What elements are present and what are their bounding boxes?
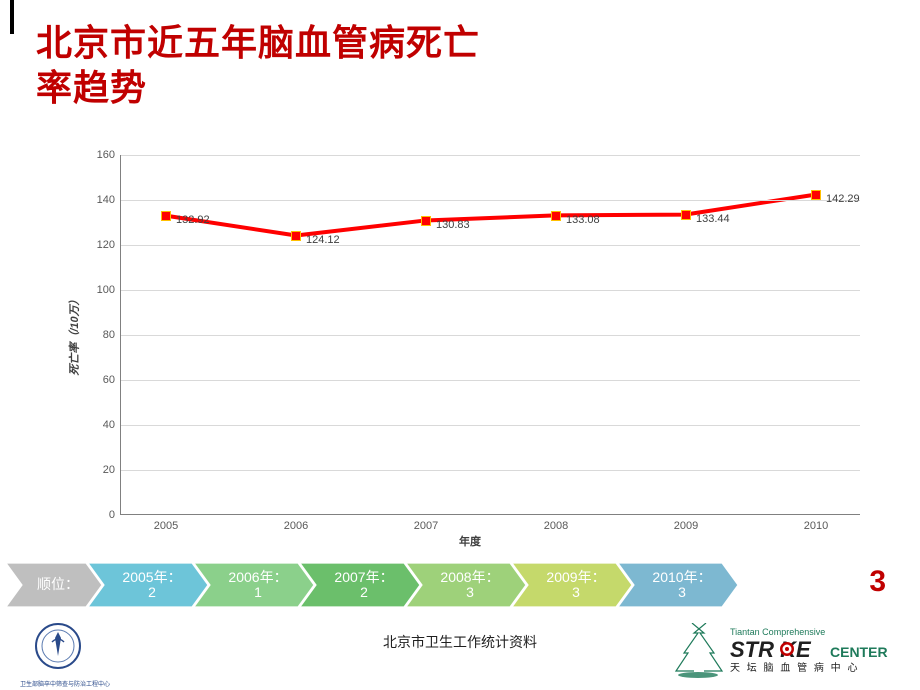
gridline xyxy=(121,425,860,426)
y-tick-label: 60 xyxy=(89,374,115,386)
data-marker xyxy=(551,211,561,221)
y-tick-label: 40 xyxy=(89,419,115,431)
x-tick-label: 2005 xyxy=(154,520,178,532)
gridline xyxy=(121,200,860,201)
title-accent-bar xyxy=(10,0,14,34)
y-axis-label: 死亡率（/10万） xyxy=(66,294,82,375)
logo-line1: Tiantan Comprehensive xyxy=(730,627,825,637)
rank-year-arrow: 2006年： 1 xyxy=(194,563,314,607)
x-tick-label: 2009 xyxy=(674,520,698,532)
data-label: 133.08 xyxy=(566,214,600,226)
data-marker xyxy=(161,211,171,221)
x-tick-label: 2007 xyxy=(414,520,438,532)
y-tick-label: 20 xyxy=(89,464,115,476)
gridline xyxy=(121,380,860,381)
rank-year-arrow: 2007年： 2 xyxy=(300,563,420,607)
rank-year-arrow: 2009年： 3 xyxy=(512,563,632,607)
y-tick-label: 80 xyxy=(89,329,115,341)
logo-line2b: CENTER xyxy=(830,644,888,660)
slide-title: 北京市近五年脑血管病死亡率趋势 xyxy=(36,20,480,110)
data-label: 142.29 xyxy=(826,193,860,205)
data-marker xyxy=(291,231,301,241)
page-number: 3 xyxy=(869,565,886,599)
data-marker xyxy=(811,190,821,200)
y-tick-label: 0 xyxy=(89,509,115,521)
data-label: 132.92 xyxy=(176,214,210,226)
rank-arrow-bar: 顺位：2005年： 22006年： 12007年： 22008年： 32009年… xyxy=(6,562,906,608)
gridline xyxy=(121,245,860,246)
gridline xyxy=(121,155,860,156)
logo-line2: STR KE xyxy=(730,637,812,662)
x-tick-label: 2008 xyxy=(544,520,568,532)
rank-year-arrow: 2005年： 2 xyxy=(88,563,208,607)
rank-year-arrow: 2008年： 3 xyxy=(406,563,526,607)
y-tick-label: 160 xyxy=(89,149,115,161)
right-logo: Tiantan Comprehensive STR KE CENTER 天 坛 … xyxy=(670,623,900,678)
x-axis-label: 年度 xyxy=(459,533,481,549)
data-label: 124.12 xyxy=(306,234,340,246)
data-marker xyxy=(681,210,691,220)
logo-line3: 天 坛 脑 血 管 病 中 心 xyxy=(730,661,859,674)
y-tick-label: 100 xyxy=(89,284,115,296)
x-tick-label: 2006 xyxy=(284,520,308,532)
mortality-line-chart: 死亡率（/10万） 020406080100120140160200520062… xyxy=(60,155,880,555)
gridline xyxy=(121,290,860,291)
x-tick-label: 2010 xyxy=(804,520,828,532)
left-logo xyxy=(28,618,88,678)
data-marker xyxy=(421,216,431,226)
data-label: 133.44 xyxy=(696,213,730,225)
gridline xyxy=(121,470,860,471)
rank-year-arrow: 2010年： 3 xyxy=(618,563,738,607)
gridline xyxy=(121,335,860,336)
y-tick-label: 120 xyxy=(89,239,115,251)
chart-plot-area: 0204060801001201401602005200620072008200… xyxy=(120,155,860,515)
source-text: 北京市卫生工作统计资料 xyxy=(383,632,537,652)
left-logo-caption: 卫生部脑卒中筛查与防治工程中心 xyxy=(20,679,110,688)
data-label: 130.83 xyxy=(436,219,470,231)
y-tick-label: 140 xyxy=(89,194,115,206)
